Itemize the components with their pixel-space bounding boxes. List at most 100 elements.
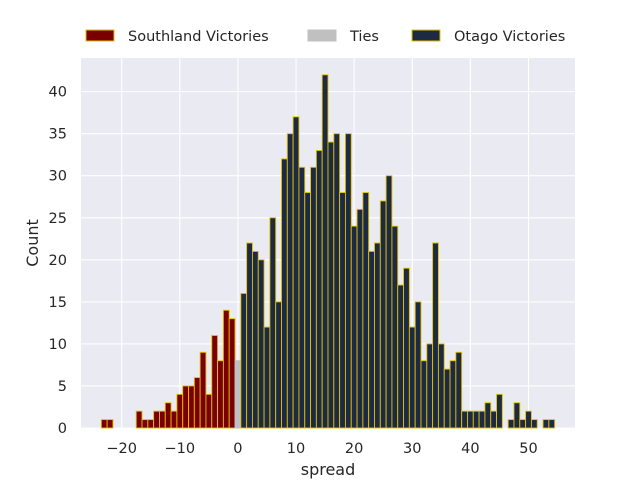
bar-otago-victories bbox=[344, 133, 352, 429]
bar-otago-victories bbox=[478, 410, 486, 429]
bar-southland-victories bbox=[205, 393, 213, 429]
bar-otago-victories bbox=[525, 410, 532, 429]
bar-otago-victories bbox=[356, 208, 364, 429]
legend-item-southland-victories: Southland Victories bbox=[85, 29, 269, 45]
bar-southland-victories bbox=[141, 419, 149, 429]
bar-otago-victories bbox=[467, 410, 474, 429]
bar-otago-victories bbox=[269, 217, 277, 429]
bar-southland-victories bbox=[153, 410, 160, 429]
bar-otago-victories bbox=[350, 225, 358, 429]
bar-southland-victories bbox=[176, 393, 184, 429]
x-tick-label: 20 bbox=[345, 441, 363, 457]
bar-otago-victories bbox=[362, 192, 370, 429]
bar-otago-victories bbox=[519, 419, 527, 429]
bar-otago-victories bbox=[432, 242, 439, 429]
y-tick-label: 20 bbox=[49, 253, 67, 269]
bar-otago-victories bbox=[251, 250, 259, 429]
legend-label: Southland Victories bbox=[128, 29, 269, 45]
bar-southland-victories bbox=[228, 318, 236, 429]
bar-otago-victories bbox=[321, 74, 329, 429]
bar-otago-victories bbox=[240, 293, 248, 429]
bar-otago-victories bbox=[496, 393, 503, 429]
x-axis-ticks: −20 −10 0 10 20 30 40 50 bbox=[106, 441, 537, 457]
bar-otago-victories bbox=[368, 250, 375, 429]
bar-otago-victories bbox=[490, 410, 497, 429]
bar-otago-victories bbox=[414, 301, 422, 429]
bar-otago-victories bbox=[548, 419, 556, 429]
x-tick-label: 0 bbox=[233, 441, 242, 457]
bar-otago-victories bbox=[275, 301, 282, 429]
legend: Southland Victories Ties Otago Victories bbox=[85, 29, 565, 45]
legend-swatch bbox=[307, 29, 337, 42]
bar-otago-victories bbox=[455, 351, 463, 429]
y-tick-label: 40 bbox=[49, 85, 67, 101]
y-tick-label: 10 bbox=[49, 337, 67, 353]
bar-southland-victories bbox=[164, 402, 172, 429]
bar-otago-victories bbox=[530, 419, 538, 429]
y-tick-label: 35 bbox=[49, 127, 67, 143]
bar-southland-victories bbox=[170, 410, 178, 429]
bar-otago-victories bbox=[420, 360, 428, 429]
bar-otago-victories bbox=[437, 343, 445, 429]
bar-southland-victories bbox=[217, 360, 224, 429]
bar-otago-victories bbox=[298, 166, 306, 429]
bar-southland-victories bbox=[188, 385, 195, 429]
x-tick-label: 10 bbox=[287, 441, 305, 457]
x-tick-label: 30 bbox=[403, 441, 421, 457]
bar-otago-victories bbox=[246, 242, 253, 429]
bar-otago-victories bbox=[542, 419, 550, 429]
bar-otago-victories bbox=[385, 175, 393, 429]
bar-otago-victories bbox=[263, 326, 271, 429]
x-tick-label: 50 bbox=[519, 441, 537, 457]
bar-otago-victories bbox=[443, 368, 451, 429]
bar-otago-victories bbox=[379, 200, 387, 429]
legend-item-ties: Ties bbox=[307, 29, 379, 45]
bar-otago-victories bbox=[391, 225, 399, 429]
bar-otago-victories bbox=[513, 402, 521, 429]
bar-southland-victories bbox=[159, 410, 166, 429]
bar-otago-victories bbox=[461, 410, 468, 429]
bar-otago-victories bbox=[327, 141, 335, 429]
x-axis-label: spread bbox=[301, 460, 356, 479]
bar-southland-victories bbox=[222, 309, 230, 429]
bar-southland-victories bbox=[106, 419, 114, 429]
bar-otago-victories bbox=[315, 150, 323, 429]
bars bbox=[100, 74, 556, 429]
y-tick-label: 5 bbox=[58, 379, 67, 395]
y-axis-ticks: 0 5 10 15 20 25 30 35 40 bbox=[49, 85, 67, 437]
y-tick-label: 15 bbox=[49, 295, 67, 311]
x-tick-label: −20 bbox=[106, 441, 137, 457]
bar-southland-victories bbox=[135, 410, 143, 429]
y-tick-label: 25 bbox=[49, 211, 67, 227]
x-tick-label: 40 bbox=[461, 441, 479, 457]
bar-southland-victories bbox=[100, 419, 108, 429]
bar-otago-victories bbox=[397, 284, 405, 429]
bar-otago-victories bbox=[374, 242, 381, 429]
bar-otago-victories bbox=[257, 259, 265, 429]
bar-otago-victories bbox=[281, 158, 288, 429]
x-tick-label: −10 bbox=[164, 441, 195, 457]
bar-southland-victories bbox=[199, 351, 207, 429]
bar-otago-victories bbox=[310, 166, 317, 429]
bar-otago-victories bbox=[286, 133, 294, 429]
bar-southland-victories bbox=[147, 419, 155, 429]
bar-southland-victories bbox=[193, 377, 201, 429]
legend-item-otago-victories: Otago Victories bbox=[411, 29, 565, 45]
bar-otago-victories bbox=[507, 419, 515, 429]
bar-otago-victories bbox=[292, 116, 300, 429]
legend-label: Otago Victories bbox=[454, 29, 565, 45]
bar-otago-victories bbox=[484, 402, 492, 429]
bar-otago-victories bbox=[403, 267, 410, 429]
bar-ties bbox=[234, 360, 242, 429]
y-tick-label: 0 bbox=[58, 421, 67, 437]
bar-otago-victories bbox=[449, 360, 457, 429]
bar-otago-victories bbox=[339, 192, 346, 429]
bar-southland-victories bbox=[182, 385, 189, 429]
y-tick-label: 30 bbox=[49, 169, 67, 185]
legend-label: Ties bbox=[349, 29, 379, 45]
bar-otago-victories bbox=[426, 343, 434, 429]
bar-otago-victories bbox=[304, 192, 312, 429]
bar-otago-victories bbox=[333, 133, 341, 429]
